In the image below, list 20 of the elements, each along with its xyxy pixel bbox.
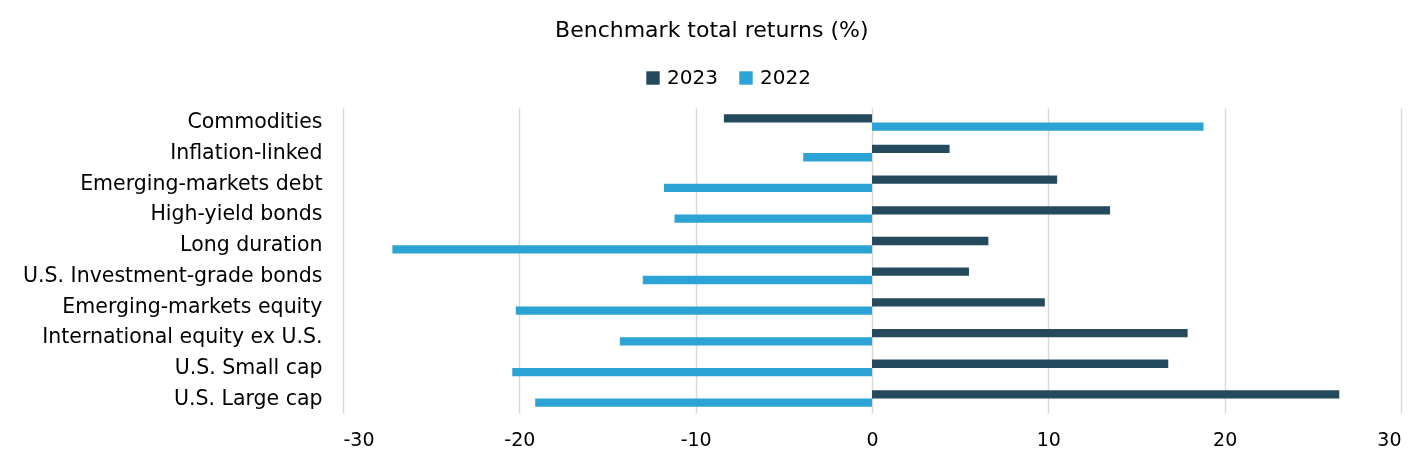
- y-tick-label: International equity ex U.S.: [42, 324, 323, 349]
- x-tick-label: 0: [866, 427, 879, 450]
- y-tick-label: Commodities: [187, 109, 323, 134]
- y-tick-label: U.S. Small cap: [174, 354, 323, 379]
- x-tick-label: -20: [504, 427, 536, 450]
- y-tick-label: U.S. Large cap: [173, 385, 323, 410]
- y-tick-label: U.S. Investment-grade bonds: [23, 262, 323, 287]
- y-tick-label: Inflation-linked: [170, 140, 323, 165]
- x-tick-label: 30: [1377, 427, 1402, 450]
- legend-label: 2022: [760, 65, 811, 89]
- y-tick-label: Emerging-markets equity: [62, 293, 323, 318]
- y-tick-label: Long duration: [180, 232, 323, 257]
- x-tick-label: 20: [1213, 427, 1238, 450]
- chart-title: Benchmark total returns (%): [555, 17, 869, 42]
- y-tick-label: Emerging-markets debt: [80, 170, 323, 195]
- y-tick-label: High-yield bonds: [150, 201, 323, 226]
- x-tick-label: -30: [343, 427, 375, 450]
- legend-label: 2023: [667, 65, 718, 89]
- x-tick-label: 10: [1036, 427, 1061, 450]
- x-tick-label: -10: [680, 427, 712, 450]
